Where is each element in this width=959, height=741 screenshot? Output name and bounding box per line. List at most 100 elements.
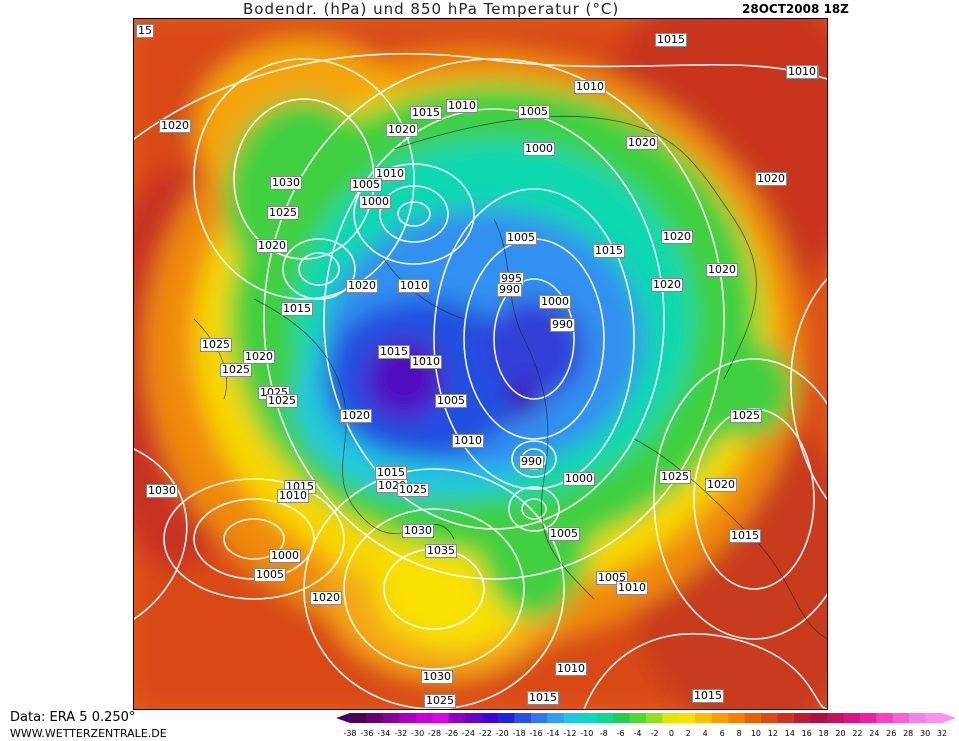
legend-swatch	[432, 713, 450, 723]
temperature-legend: -38 -36 -34 -32 -30 -28 -26 -24 -22 -20 -18 -16 -14-…	[336, 713, 956, 738]
legend-label: 16	[802, 729, 812, 738]
isobar-label: 1000	[359, 195, 391, 209]
isobar-label: 15	[136, 24, 154, 38]
legend-swatch	[498, 713, 515, 723]
legend-swatch	[794, 713, 811, 723]
legend-label: -20	[496, 729, 509, 738]
isobar-label: 1005	[254, 568, 286, 582]
isobar-label: 1020	[340, 409, 372, 423]
isobar-label: 1030	[270, 176, 302, 190]
isobar-label: 1020	[243, 350, 275, 364]
legend-label: 0	[669, 729, 674, 738]
isobar-label: 1010	[277, 489, 309, 503]
legend-label: 12	[768, 729, 778, 738]
legend-swatch	[514, 713, 532, 723]
legend-color-bar	[336, 713, 956, 723]
legend-swatch	[366, 713, 384, 723]
legend-label: 24	[869, 729, 879, 738]
legend-label: -32	[394, 729, 407, 738]
temperature-field	[134, 19, 827, 709]
legend-label: 6	[720, 729, 725, 738]
data-source: Data: ERA 5 0.250°	[10, 710, 136, 725]
legend-label: -2	[650, 729, 658, 738]
isobar-label: 1010	[374, 167, 406, 181]
isobar-label: 995	[499, 272, 524, 286]
legend-label: 4	[703, 729, 708, 738]
legend-arrow-low	[336, 713, 350, 723]
isobar-label: 1015	[692, 689, 724, 703]
legend-swatch	[695, 713, 713, 723]
legend-label: -8	[600, 729, 608, 738]
legend-label: -26	[445, 729, 458, 738]
legend-swatch	[843, 713, 861, 723]
legend-label: -12	[563, 729, 576, 738]
legend-label: -36	[360, 729, 373, 738]
legend-label: -34	[377, 729, 390, 738]
isobar-label: 1005	[350, 178, 382, 192]
legend-swatch	[547, 713, 565, 723]
chart-title: Bodendr. (hPa) und 850 hPa Temperatur (°…	[243, 0, 620, 18]
isobar-label: 1015	[281, 302, 313, 316]
legend-swatch	[465, 713, 483, 723]
legend-swatch	[876, 713, 894, 723]
legend-swatch	[777, 713, 795, 723]
legend-label: -18	[513, 729, 526, 738]
legend-label: -24	[462, 729, 475, 738]
isobar-label: 1015	[655, 33, 687, 47]
isobar-label: 1020	[256, 239, 288, 253]
legend-swatch	[909, 713, 927, 723]
legend-swatch	[892, 713, 910, 723]
isobar-label: 1020	[310, 591, 342, 605]
isobar-label: 1000	[539, 295, 571, 309]
isobar-label: 1025	[200, 338, 232, 352]
legend-swatch	[448, 713, 466, 723]
legend-tick-labels: -38 -36 -34 -32 -30 -28 -26 -24 -22 -20 -18 -16 -14-…	[343, 729, 947, 738]
isobar-label: 1020	[626, 136, 658, 150]
legend-label: 28	[903, 729, 913, 738]
legend-swatch	[350, 713, 367, 723]
isobar-label: 1010	[446, 99, 478, 113]
legend-swatch	[382, 713, 400, 723]
legend-label: 26	[886, 729, 896, 738]
isobar-label: 990	[519, 455, 544, 469]
legend-arrow-high	[942, 713, 956, 723]
isobar-label: 1035	[425, 544, 457, 558]
legend-label: -10	[580, 729, 593, 738]
isobar-label: 1010	[452, 434, 484, 448]
isobar-label: 1015	[527, 691, 559, 705]
legend-swatch	[613, 713, 631, 723]
legend-swatch	[629, 713, 647, 723]
legend-label: -6	[617, 729, 625, 738]
isobar-label: 1015	[593, 244, 625, 258]
legend-swatch	[415, 713, 433, 723]
isobar-label: 1025	[266, 394, 298, 408]
legend-label: 18	[819, 729, 829, 738]
legend-label: 14	[785, 729, 795, 738]
isobar-label: 990	[550, 318, 575, 332]
legend-label: 20	[835, 729, 845, 738]
isobar-label: 1010	[574, 80, 606, 94]
isobar-label: 1000	[523, 142, 555, 156]
legend-swatch	[646, 713, 663, 723]
isobar-label: 1005	[505, 231, 537, 245]
legend-swatch	[744, 713, 762, 723]
legend-label: 2	[686, 729, 691, 738]
isobar-label: 1020	[755, 172, 787, 186]
isobar-label: 1020	[706, 263, 738, 277]
legend-swatch	[481, 713, 499, 723]
legend-swatch	[530, 713, 548, 723]
legend-swatch	[761, 713, 779, 723]
isobar-label: 1020	[651, 278, 683, 292]
isobar-label: 1025	[730, 409, 762, 423]
legend-swatch	[580, 713, 598, 723]
isobar-label: 1000	[563, 472, 595, 486]
legend-label: -22	[479, 729, 492, 738]
legend-label: 8	[736, 729, 741, 738]
isobar-label: 1020	[386, 123, 418, 137]
isobar-label: 1005	[548, 527, 580, 541]
isobar-label: 1025	[424, 694, 456, 708]
isobar-label: 1020	[661, 230, 693, 244]
legend-swatch	[563, 713, 581, 723]
legend-swatch	[662, 713, 680, 723]
isobar-label: 1030	[421, 670, 453, 684]
